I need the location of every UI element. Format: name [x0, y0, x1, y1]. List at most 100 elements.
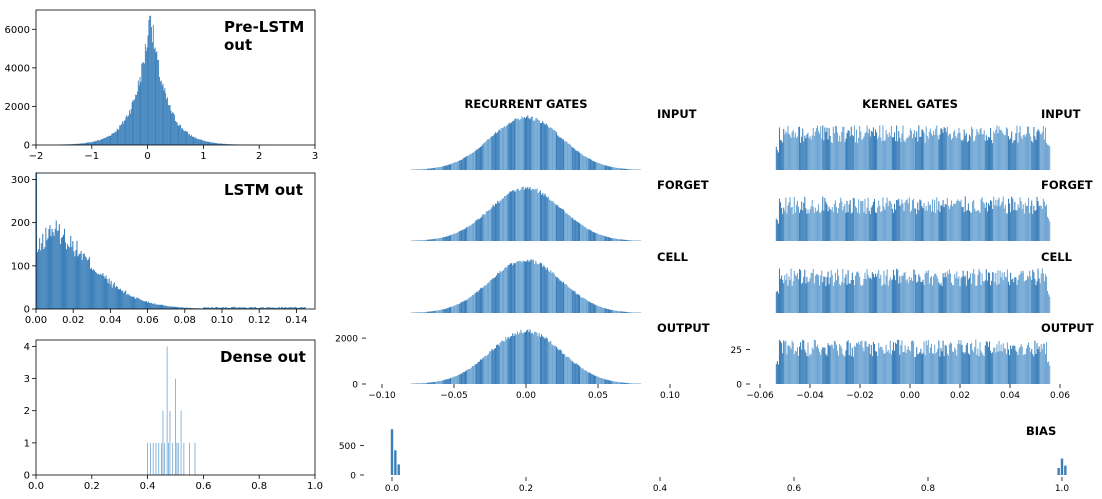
- kernel-gate-bar: [848, 283, 850, 313]
- lstm-bar: [50, 236, 52, 309]
- kernel-gate-bar: [915, 208, 917, 241]
- lstm-bar: [246, 307, 248, 309]
- recurrent-gate-bar: [430, 168, 432, 170]
- lstm-bar: [207, 307, 209, 309]
- pre-lstm-bar: [190, 134, 192, 145]
- lstm-bar: [203, 307, 205, 309]
- kernel-gate-bar: [995, 129, 997, 170]
- recurrent-gate-bar: [461, 159, 463, 170]
- kernel-gate-bar: [1044, 274, 1046, 313]
- recurrent-gate-bar: [448, 307, 450, 313]
- lstm-bar: [255, 308, 257, 309]
- kernel-gate-bar: [959, 201, 961, 241]
- lstm-bar: [249, 306, 251, 309]
- kernel-gate-bar: [959, 132, 961, 170]
- recurrent-gate-bar: [433, 238, 435, 241]
- recurrent-gate-bar: [474, 293, 476, 313]
- recurrent-gate-bar: [489, 281, 491, 313]
- kernel-gate-bar: [833, 204, 835, 241]
- kernel-gate-bar: [919, 199, 921, 241]
- recurrent-gate-bar: [445, 308, 447, 313]
- recurrent-gate-bar: [544, 267, 546, 313]
- recurrent-gate-bar: [446, 379, 448, 384]
- kernel-gate-bar: [806, 277, 808, 313]
- recurrent-gate-bar: [492, 350, 494, 384]
- kernel-xtick-label: 0.02: [950, 391, 970, 401]
- recurrent-gate-bar: [424, 168, 426, 170]
- kernel-gate-bar: [908, 276, 910, 313]
- pre-lstm-bar: [204, 141, 206, 145]
- recurrent-gate-bar: [437, 238, 439, 241]
- kernel-gate-bar: [826, 204, 828, 241]
- kernel-gate-bar: [897, 339, 899, 384]
- lstm-bar: [64, 228, 66, 309]
- recurrent-gate-bar: [528, 332, 530, 384]
- kernel-gate-bar: [829, 346, 831, 384]
- recurrent-gate-bar: [418, 169, 421, 170]
- kernel-gate-bar: [1026, 344, 1029, 384]
- bias-bar: [394, 450, 397, 475]
- recurrent-gate-bar: [608, 166, 611, 170]
- recurrent-gate-bar: [583, 226, 585, 241]
- lstm-bar: [71, 246, 73, 309]
- recurrent-gate-bar: [426, 311, 429, 313]
- recurrent-gate-bar: [605, 379, 607, 384]
- recurrent-gate-bar: [434, 167, 437, 170]
- kernel-gate-bar: [776, 220, 778, 241]
- lstm-bar: [155, 304, 157, 309]
- recurrent-gate-bar: [458, 374, 460, 384]
- kernel-gate-bar: [1016, 210, 1018, 241]
- kernel-gate-bar: [963, 276, 965, 313]
- dense-xtick-label: 1.0: [307, 481, 323, 492]
- pre-lstm-bar: [187, 132, 189, 145]
- kernel-gate-bar: [903, 140, 905, 170]
- pre-lstm-xtick-label: 0: [144, 151, 150, 162]
- kernel-gate-bar: [961, 276, 963, 313]
- pre-lstm-bar: [178, 126, 180, 145]
- kernel-gate-bar: [907, 137, 909, 170]
- kernel-gate-bar: [778, 268, 781, 313]
- kernel-gate-bar: [782, 353, 784, 384]
- lstm-bar: [283, 307, 285, 309]
- kernel-gate-output-label: OUTPUT: [1041, 321, 1094, 335]
- pre-lstm-bar: [77, 143, 79, 145]
- kernel-gate-bar: [985, 135, 987, 170]
- kernel-gate-bar: [897, 200, 899, 241]
- kernel-gate-bar: [808, 213, 810, 241]
- recurrent-gate-bar: [481, 359, 483, 384]
- recurrent-gate-bar: [567, 214, 569, 241]
- kernel-gate-bar: [924, 210, 926, 241]
- kernel-gate-bar: [880, 346, 882, 384]
- kernel-gate-bar: [1023, 213, 1025, 241]
- recurrent-gate-bar: [437, 310, 439, 313]
- kernel-gate-bar: [1036, 343, 1038, 384]
- kernel-gate-bar: [937, 349, 939, 384]
- kernel-gate-bar: [876, 276, 878, 313]
- recurrent-gate-bar: [627, 383, 629, 384]
- kernel-gate-bar: [969, 136, 972, 170]
- kernel-gate-bar: [793, 137, 795, 170]
- lstm-bar: [166, 306, 168, 309]
- kernel-gate-bar: [935, 273, 937, 313]
- lstm-bar: [97, 274, 99, 309]
- kernel-gate-bar: [839, 135, 841, 170]
- recurrent-gate-bar: [481, 287, 483, 313]
- pre-lstm-bar: [119, 125, 121, 145]
- recurrent-gate-bar: [625, 239, 627, 241]
- recurrent-gate-bar: [590, 159, 592, 170]
- recurrent-gate-bar: [617, 238, 619, 241]
- kernel-gate-bar: [775, 218, 777, 241]
- kernel-gate-bar: [781, 342, 783, 384]
- recurrent-gate-bar: [470, 224, 472, 241]
- recurrent-gate-bar: [416, 383, 418, 384]
- kernel-gate-bar: [1041, 349, 1043, 384]
- recurrent-gate-bar: [575, 150, 577, 170]
- kernel-gate-bar: [830, 344, 832, 384]
- kernel-gate-bar: [879, 205, 881, 241]
- lstm-bar: [248, 307, 250, 309]
- kernel-gate-bar: [942, 200, 944, 241]
- recurrent-gate-bar: [470, 296, 472, 313]
- lstm-bar: [232, 307, 234, 309]
- recurrent-gate-bar: [453, 233, 455, 241]
- kernel-gate-bar: [994, 133, 996, 170]
